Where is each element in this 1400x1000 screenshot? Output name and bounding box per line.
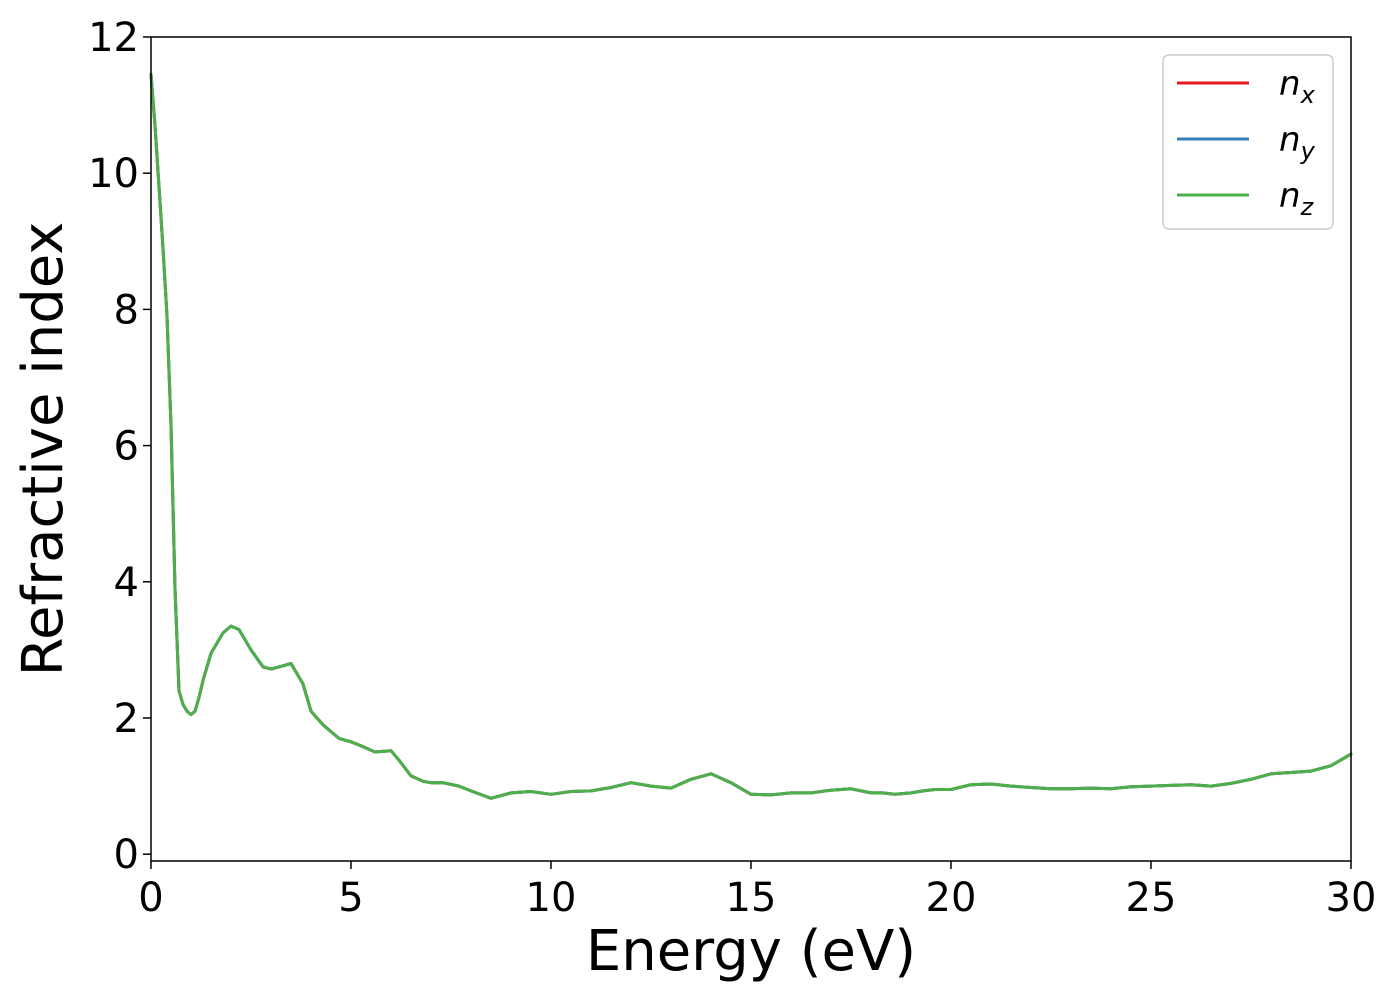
x-tick-label: 0 [138, 875, 163, 921]
x-axis-title: Energy (eV) [586, 919, 916, 984]
legend-label: nz [1279, 176, 1315, 221]
y-axis-ticks: 0 2 4 6 8 10 12 [88, 15, 151, 878]
y-tick-label: 10 [88, 151, 139, 197]
legend: nx ny nz [1162, 54, 1334, 230]
y-tick-label: 8 [114, 287, 139, 333]
x-axis-ticks: 0 5 10 15 20 25 30 [138, 861, 1376, 921]
x-tick-label: 25 [1126, 875, 1177, 921]
x-tick-label: 15 [726, 875, 777, 921]
series-layer [149, 73, 1353, 800]
x-tick-label: 30 [1326, 875, 1377, 921]
legend-label: nx [1279, 64, 1316, 109]
x-tick-label: 10 [526, 875, 577, 921]
x-tick-label: 5 [338, 875, 363, 921]
y-tick-label: 12 [88, 15, 139, 61]
legend-label: ny [1279, 120, 1316, 165]
y-tick-label: 6 [114, 424, 139, 470]
y-tick-label: 0 [114, 832, 139, 878]
x-tick-label: 20 [926, 875, 977, 921]
y-axis-title: Refractive index [11, 222, 76, 677]
y-tick-label: 2 [114, 696, 139, 742]
series-line-n-z [149, 73, 1353, 800]
y-tick-label: 4 [114, 560, 139, 606]
legend-box [1162, 54, 1334, 230]
